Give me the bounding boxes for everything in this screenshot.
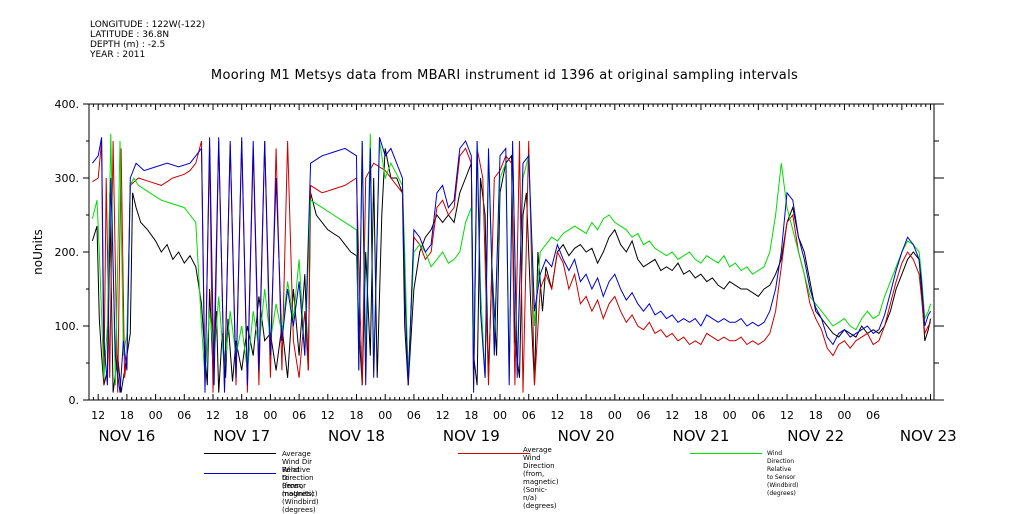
x-hour-label: 06	[177, 409, 191, 422]
y-tick-label: 400.	[55, 98, 80, 111]
x-day-label: NOV 21	[672, 427, 729, 445]
meta-depth: DEPTH (m) : -2.5	[90, 40, 166, 50]
series-line-3	[92, 137, 932, 393]
x-day-label: NOV 17	[213, 427, 270, 445]
x-hour-label: 18	[120, 409, 134, 422]
x-hour-label: 18	[694, 409, 708, 422]
x-day-label: NOV 18	[328, 427, 385, 445]
x-hour-label: 12	[321, 409, 335, 422]
y-tick-label: 200.	[55, 246, 80, 259]
x-hour-label: 12	[550, 409, 564, 422]
legend-swatch-black	[204, 453, 276, 454]
axis-layer: 0. 100. 200. 300. 400. 12 18 00 06 12 18 00 06 12 18 00…	[55, 98, 957, 445]
legend-swatch-green	[690, 453, 762, 454]
metadata-block: LONGITUDE : 122W(-122) LATITUDE : 36.8N …	[90, 20, 205, 60]
legend-label-0: Average Wind Dir Relative to Sensor (noU…	[282, 450, 315, 498]
legend-swatch-blue	[204, 473, 276, 474]
x-hour-label: 06	[407, 409, 421, 422]
x-day-label: NOV 23	[900, 427, 957, 445]
legend-label-1: Average Wind Direction (from, magnetic) …	[523, 446, 559, 510]
legend-swatch-red	[458, 453, 530, 454]
series-layer	[91, 133, 932, 393]
x-day-label: NOV 20	[558, 427, 615, 445]
x-hour-label: 12	[436, 409, 450, 422]
x-hour-label: 18	[464, 409, 478, 422]
x-hour-label: 12	[665, 409, 679, 422]
x-hour-label: 12	[206, 409, 220, 422]
x-hour-label: 00	[378, 409, 392, 422]
x-hour-label: 06	[522, 409, 536, 422]
x-hour-label: 06	[637, 409, 651, 422]
y-tick-label: 300.	[55, 172, 80, 185]
legend-label-3: Wind Direction (from, magnetic) (Windbir…	[282, 466, 319, 514]
y-axis-label: noUnits	[31, 229, 45, 275]
x-hour-label: 12	[780, 409, 794, 422]
x-hour-label: 00	[149, 409, 163, 422]
x-hour-label: 00	[493, 409, 507, 422]
x-hour-label: 00	[608, 409, 622, 422]
x-day-label: NOV 19	[443, 427, 500, 445]
legend-label-2: Wind Direction Relative to Sensor (Windb…	[767, 450, 799, 497]
meta-year: YEAR : 2011	[90, 50, 146, 60]
x-hour-label: 06	[866, 409, 880, 422]
x-hour-label: 06	[292, 409, 306, 422]
x-hour-label: 12	[91, 409, 105, 422]
x-hour-label: 18	[809, 409, 823, 422]
y-tick-label: 0.	[69, 394, 80, 407]
meta-latitude: LATITUDE : 36.8N	[90, 30, 170, 40]
x-hour-label: 18	[235, 409, 249, 422]
x-hour-label: 00	[723, 409, 737, 422]
x-hour-label: 18	[350, 409, 364, 422]
chart-title: Mooring M1 Metsys data from MBARI instru…	[210, 68, 799, 83]
x-hour-label: 00	[263, 409, 277, 422]
x-hour-label: 00	[837, 409, 851, 422]
x-hour-label: 18	[579, 409, 593, 422]
x-day-label: NOV 22	[787, 427, 844, 445]
y-tick-label: 100.	[55, 320, 80, 333]
x-hour-label: 06	[751, 409, 765, 422]
meta-longitude: LONGITUDE : 122W(-122)	[90, 20, 206, 30]
x-day-label: NOV 16	[98, 427, 155, 445]
